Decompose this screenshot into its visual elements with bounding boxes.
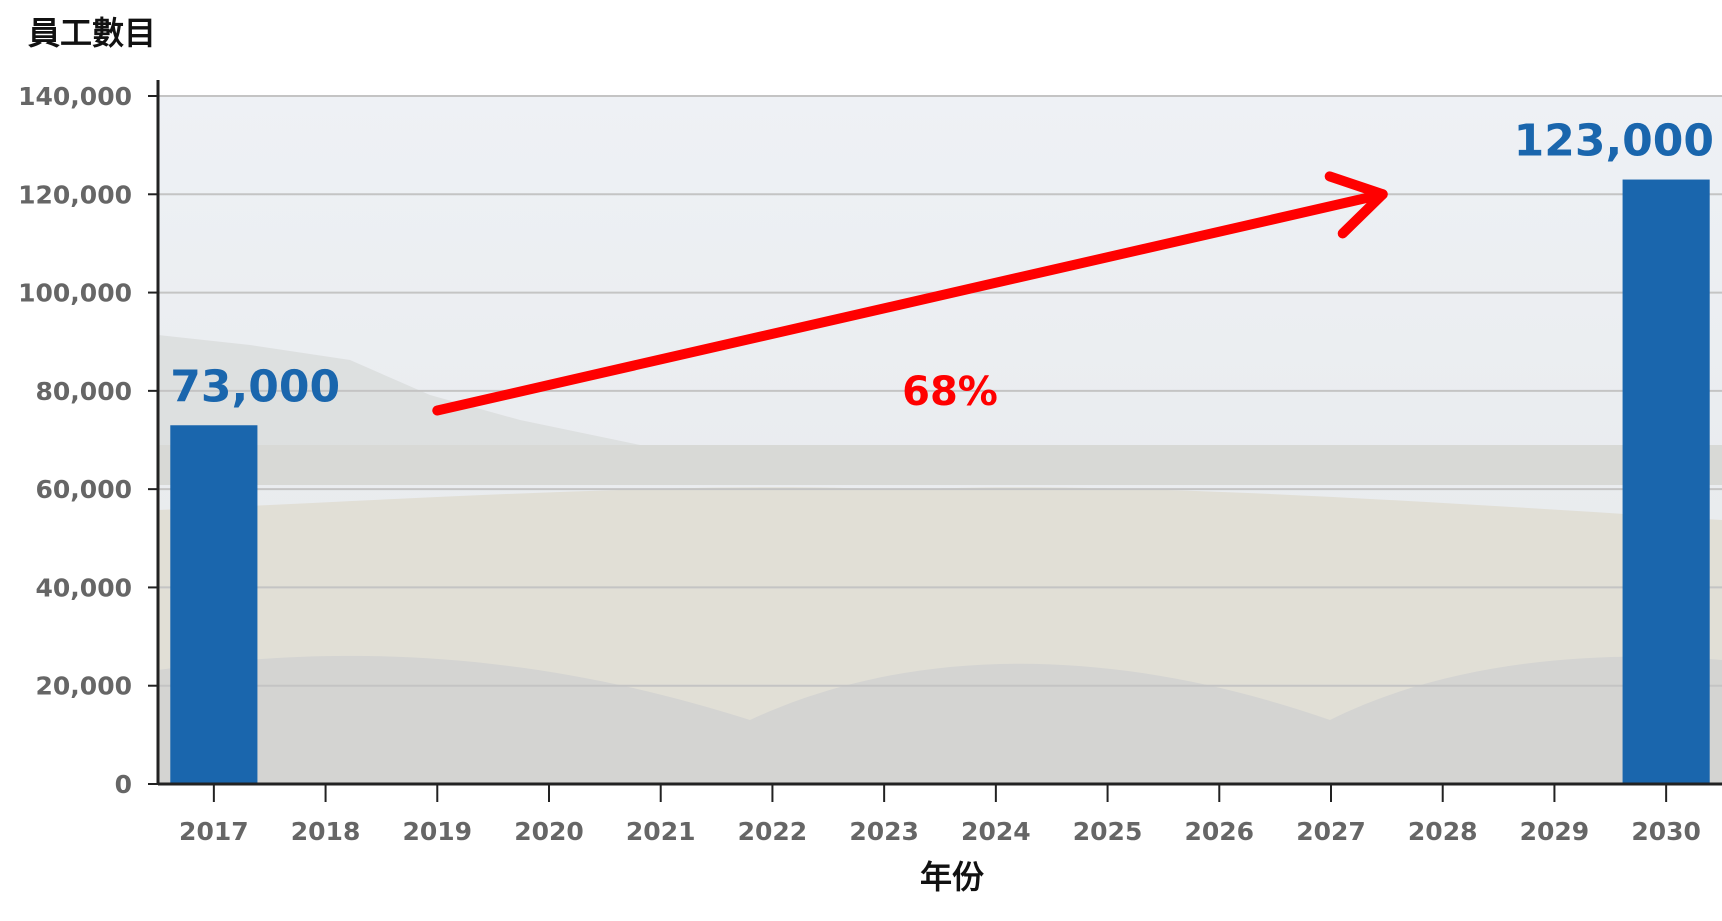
bar-value-label: 123,000 bbox=[1514, 116, 1714, 167]
grid-lines bbox=[158, 95, 1722, 687]
y-axis-title: 員工數目 bbox=[28, 14, 157, 52]
x-axis-title: 年份 bbox=[920, 858, 985, 896]
x-tick-label: 2028 bbox=[1408, 817, 1478, 846]
x-tick-label: 2027 bbox=[1296, 817, 1366, 846]
y-tick-label: 20,000 bbox=[36, 672, 132, 701]
x-tick-label: 2020 bbox=[514, 817, 584, 846]
bar-2017 bbox=[170, 425, 258, 784]
axes bbox=[156, 80, 1722, 786]
x-tick-label: 2019 bbox=[402, 817, 472, 846]
x-tick-label: 2025 bbox=[1073, 817, 1143, 846]
y-tick-label: 0 bbox=[115, 770, 132, 799]
plot-background bbox=[158, 96, 1722, 784]
y-ticks: 0 20,000 40,000 60,000 80,000 100,000 120,000 1… bbox=[18, 82, 158, 799]
bar-data-labels: 73,000 123,000 bbox=[170, 116, 1714, 413]
y-tick-label: 80,000 bbox=[36, 377, 132, 406]
y-tick-label: 40,000 bbox=[36, 573, 132, 602]
x-tick-label: 2018 bbox=[291, 817, 361, 846]
arrow-shaft bbox=[432, 189, 1388, 416]
arrow-head bbox=[1324, 171, 1388, 239]
y-tick-label: 60,000 bbox=[36, 475, 132, 504]
x-tick-label: 2023 bbox=[849, 817, 919, 846]
x-tick-label: 2030 bbox=[1631, 817, 1701, 846]
x-tick-label: 2022 bbox=[738, 817, 808, 846]
y-tick-label: 100,000 bbox=[18, 279, 132, 308]
growth-annotation: 68% bbox=[432, 171, 1388, 416]
growth-percentage-label: 68% bbox=[902, 369, 998, 415]
bar-2030 bbox=[1622, 179, 1710, 785]
y-tick-label: 140,000 bbox=[18, 82, 132, 111]
bars bbox=[170, 179, 1710, 785]
bar-value-label: 73,000 bbox=[170, 361, 340, 412]
x-tick-label: 2024 bbox=[961, 817, 1031, 846]
x-tick-label: 2021 bbox=[626, 817, 696, 846]
x-ticks: 2017 2018 2019 2020 2021 2022 2023 2024 2025 2026… bbox=[179, 784, 1701, 846]
x-tick-label: 2029 bbox=[1520, 817, 1590, 846]
x-tick-label: 2017 bbox=[179, 817, 249, 846]
x-tick-label: 2026 bbox=[1184, 817, 1254, 846]
y-tick-label: 120,000 bbox=[18, 180, 132, 209]
